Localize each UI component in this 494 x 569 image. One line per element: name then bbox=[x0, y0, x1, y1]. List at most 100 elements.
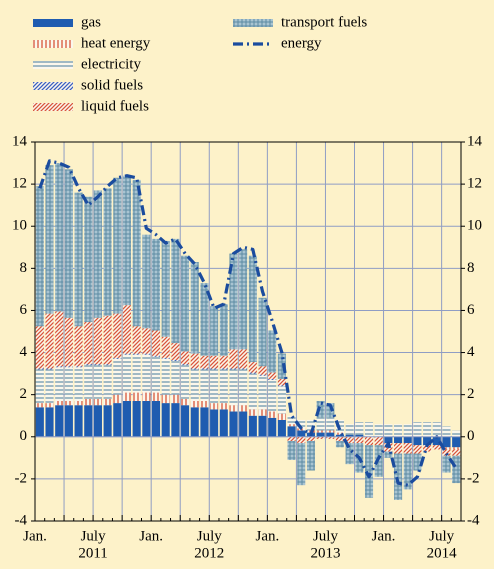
bar-segment bbox=[239, 349, 248, 369]
bar-segment bbox=[229, 405, 238, 412]
bar-segment bbox=[64, 317, 73, 367]
bar-segment bbox=[181, 364, 190, 366]
bar-segment bbox=[394, 443, 403, 454]
bar-segment bbox=[258, 374, 267, 376]
bar-segment bbox=[442, 447, 451, 450]
y-tick-label: 8 bbox=[20, 260, 28, 276]
bar-segment bbox=[35, 407, 44, 437]
bar-segment bbox=[74, 366, 83, 368]
bar-segment bbox=[258, 366, 267, 375]
bar-segment bbox=[45, 369, 54, 404]
bar-segment bbox=[142, 328, 151, 354]
bar-segment bbox=[316, 432, 325, 437]
bar-segment bbox=[432, 422, 441, 437]
bar-segment bbox=[122, 400, 132, 437]
bar-segment bbox=[161, 357, 170, 359]
bar-segment bbox=[335, 434, 345, 437]
bar-segment bbox=[74, 367, 83, 401]
y2-tick-label: 12 bbox=[467, 176, 482, 192]
bar-segment bbox=[248, 362, 257, 373]
legend-swatch bbox=[33, 82, 73, 90]
bar-segment bbox=[64, 367, 73, 401]
bar-segment bbox=[171, 359, 180, 361]
bar-segment bbox=[93, 398, 102, 406]
bar-segment bbox=[132, 400, 141, 437]
bar-segment bbox=[132, 179, 141, 327]
bar-segment bbox=[384, 451, 393, 458]
legend-swatch bbox=[33, 103, 73, 111]
bar-segment bbox=[297, 419, 306, 429]
bar-segment bbox=[452, 430, 461, 437]
bar-segment bbox=[248, 409, 257, 416]
bar-segment bbox=[355, 422, 364, 435]
bar-segment bbox=[239, 405, 248, 412]
bar-segment bbox=[84, 405, 93, 437]
bar-segment bbox=[452, 449, 461, 456]
bar-segment bbox=[384, 436, 393, 444]
bar-segment bbox=[93, 317, 102, 365]
bar-segment bbox=[113, 403, 122, 437]
bar-segment bbox=[258, 297, 267, 367]
bar-segment bbox=[413, 445, 422, 454]
bar-segment bbox=[248, 415, 257, 437]
bar-segment bbox=[74, 400, 83, 406]
bar-segment bbox=[413, 436, 422, 446]
bar-segment bbox=[190, 369, 199, 401]
bar-segment bbox=[142, 353, 151, 355]
bar-segment bbox=[326, 430, 335, 433]
bar-segment bbox=[210, 409, 219, 437]
bar-segment bbox=[161, 240, 170, 337]
bar-segment bbox=[35, 403, 44, 408]
bar-segment bbox=[103, 365, 112, 399]
bar-segment bbox=[306, 419, 315, 431]
bar-segment bbox=[355, 434, 364, 437]
y2-tick-label: 2 bbox=[467, 386, 475, 402]
bar-segment bbox=[55, 366, 64, 368]
legend-swatch bbox=[33, 19, 73, 27]
bar-segment bbox=[326, 436, 335, 439]
y-tick-label: 12 bbox=[12, 176, 27, 192]
y-tick-label: 0 bbox=[20, 428, 28, 444]
bar-segment bbox=[268, 411, 277, 418]
bar-segment bbox=[229, 411, 238, 437]
bar-segment bbox=[181, 365, 190, 399]
bar-segment bbox=[161, 336, 170, 358]
x-tick-label: July bbox=[313, 528, 339, 544]
bar-segment bbox=[413, 453, 422, 471]
bar-segment bbox=[142, 234, 151, 329]
legend-swatch bbox=[33, 61, 73, 69]
bar-segment bbox=[132, 392, 141, 401]
bar-segment bbox=[316, 436, 325, 439]
bar-segment bbox=[84, 365, 93, 399]
bar-segment bbox=[151, 392, 161, 401]
bar-segment bbox=[45, 403, 54, 408]
bar-segment bbox=[364, 436, 374, 446]
bar-segment bbox=[74, 405, 83, 437]
bar-segment bbox=[403, 453, 412, 490]
bar-segment bbox=[277, 378, 286, 386]
bar-segment bbox=[200, 355, 209, 369]
y2-tick-label: -2 bbox=[467, 470, 480, 486]
bar-segment bbox=[277, 386, 286, 414]
bar-segment bbox=[122, 354, 132, 393]
bar-segment bbox=[423, 422, 432, 437]
bar-segment bbox=[239, 368, 248, 370]
bar-segment bbox=[210, 403, 219, 410]
bar-segment bbox=[374, 436, 383, 446]
bar-segment bbox=[442, 436, 451, 448]
bar-segment bbox=[55, 400, 64, 406]
bar-segment bbox=[287, 436, 296, 441]
bar-segment bbox=[151, 400, 161, 437]
year-label: 2012 bbox=[194, 545, 224, 561]
x-tick-label: July bbox=[429, 528, 455, 544]
y-tick-label: -2 bbox=[15, 470, 28, 486]
bar-segment bbox=[326, 432, 335, 437]
bar-segment bbox=[219, 368, 228, 370]
bar-segment bbox=[306, 436, 315, 441]
bar-segment bbox=[335, 440, 345, 448]
bar-segment bbox=[190, 353, 199, 369]
bar-segment bbox=[268, 372, 277, 379]
y-tick-label: -4 bbox=[15, 512, 28, 528]
bar-segment bbox=[345, 434, 354, 437]
bar-segment bbox=[142, 392, 151, 401]
